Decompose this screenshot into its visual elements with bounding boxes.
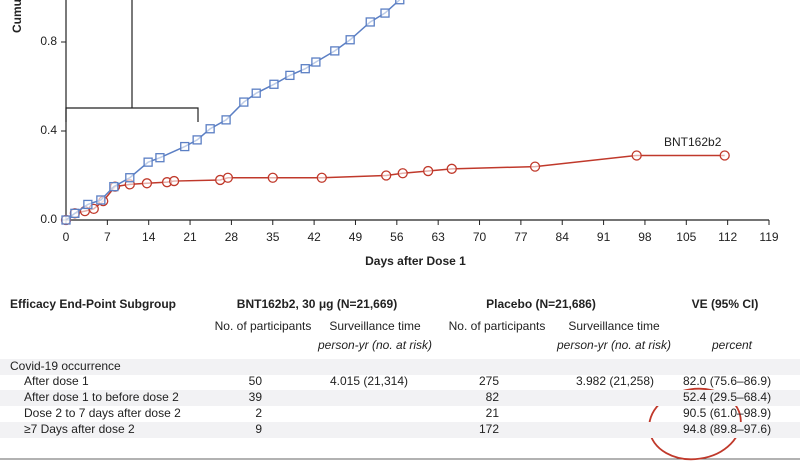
x-tick-label: 7 xyxy=(104,230,111,244)
table-cell: 4.015 (21,314) xyxy=(330,374,408,388)
table-subheader: No. of participants xyxy=(449,319,546,333)
table-subheader: Surveillance time xyxy=(568,319,660,333)
square-marker xyxy=(155,153,165,163)
x-tick-label: 63 xyxy=(431,230,445,244)
x-tick-label: 84 xyxy=(556,230,570,244)
row-shade xyxy=(0,359,800,375)
table-cell: 82 xyxy=(486,390,500,404)
y-axis-label: Cumu xyxy=(10,0,24,33)
table-subheader: No. of participants xyxy=(215,319,312,333)
circle-marker xyxy=(168,175,180,187)
x-tick-label: 28 xyxy=(225,230,239,244)
table-cell: 94.8 (89.8–97.6) xyxy=(683,422,771,436)
table-cell: 3.982 (21,258) xyxy=(576,374,654,388)
square-marker xyxy=(125,173,135,183)
square-marker xyxy=(311,57,321,67)
y-tick-label: 0.8 xyxy=(40,34,57,48)
x-tick-label: 98 xyxy=(638,230,652,244)
y-tick-label: 0.0 xyxy=(40,212,57,226)
table-cell: After dose 1 to before dose 2 xyxy=(24,390,179,404)
x-tick-label: 70 xyxy=(473,230,487,244)
x-tick-label: 49 xyxy=(349,230,363,244)
square-marker xyxy=(143,157,153,167)
x-tick-label: 56 xyxy=(390,230,404,244)
circle-marker xyxy=(381,170,392,181)
x-tick-label: 105 xyxy=(676,230,696,244)
table-units: person-yr (no. at risk) xyxy=(556,338,671,352)
square-marker xyxy=(239,97,249,107)
table-units: percent xyxy=(711,338,753,352)
square-marker xyxy=(269,79,279,89)
x-tick-label: 119 xyxy=(759,230,778,244)
x-tick-label: 35 xyxy=(266,230,280,244)
square-marker xyxy=(70,208,80,218)
square-marker xyxy=(330,46,340,56)
square-marker xyxy=(83,199,93,210)
table-header: Efficacy End-Point Subgroup xyxy=(10,297,176,311)
x-tick-label: 91 xyxy=(597,230,611,244)
circle-marker xyxy=(446,163,457,174)
table-cell: After dose 1 xyxy=(24,374,89,388)
x-tick-label: 14 xyxy=(142,230,156,244)
square-marker xyxy=(285,70,295,81)
table-section: Covid-19 occurrence xyxy=(10,359,121,373)
circle-marker xyxy=(141,178,153,189)
square-marker xyxy=(96,195,106,205)
circle-marker xyxy=(267,172,278,183)
square-marker xyxy=(180,141,190,152)
circle-marker xyxy=(316,172,327,183)
x-axis-label: Days after Dose 1 xyxy=(365,254,466,268)
square-marker xyxy=(109,181,119,192)
table-cell: ≥7 Days after dose 2 xyxy=(24,422,135,436)
square-marker xyxy=(221,115,231,125)
x-tick-label: 77 xyxy=(514,230,528,244)
table-header: BNT162b2, 30 μg (N=21,669) xyxy=(237,297,397,311)
circle-marker xyxy=(222,172,234,183)
x-tick-label: 112 xyxy=(718,230,737,244)
square-marker xyxy=(251,88,261,98)
row-shade xyxy=(0,390,800,406)
table-cell: 172 xyxy=(479,422,499,436)
square-marker xyxy=(192,135,202,145)
table-cell: Dose 2 to 7 days after dose 2 xyxy=(24,406,181,420)
table-cell: 275 xyxy=(479,374,499,388)
circle-marker xyxy=(422,165,434,177)
square-marker xyxy=(395,0,405,5)
table-cell: 2 xyxy=(255,406,262,420)
x-tick-label: 0 xyxy=(63,230,70,244)
square-marker xyxy=(345,35,355,45)
table-cell: 50 xyxy=(249,374,263,388)
y-tick-label: 0.4 xyxy=(40,123,57,137)
square-marker xyxy=(300,64,310,74)
series-label: BNT162b2 xyxy=(664,135,722,149)
table-subheader: Surveillance time xyxy=(329,319,421,333)
table-cell: 52.4 (29.5–68.4) xyxy=(683,390,771,404)
circle-marker xyxy=(631,150,642,161)
x-tick-label: 21 xyxy=(183,230,197,244)
square-marker xyxy=(205,124,215,134)
table-units: person-yr (no. at risk) xyxy=(317,338,432,352)
table-cell: 39 xyxy=(249,390,263,404)
table-header: VE (95% CI) xyxy=(692,297,759,311)
x-tick-label: 42 xyxy=(307,230,321,244)
table-cell: 9 xyxy=(255,422,262,436)
table-cell: 21 xyxy=(486,406,500,420)
square-marker xyxy=(380,8,390,18)
square-marker xyxy=(365,17,375,27)
circle-marker xyxy=(719,150,730,161)
circle-marker xyxy=(529,161,541,172)
row-shade xyxy=(0,422,800,438)
circle-marker xyxy=(397,168,408,179)
table-header: Placebo (N=21,686) xyxy=(486,297,596,311)
square-marker xyxy=(61,215,71,225)
table-cell: 82.0 (75.6–86.9) xyxy=(683,374,771,388)
table-cell: 90.5 (61.0–98.9) xyxy=(683,406,771,420)
